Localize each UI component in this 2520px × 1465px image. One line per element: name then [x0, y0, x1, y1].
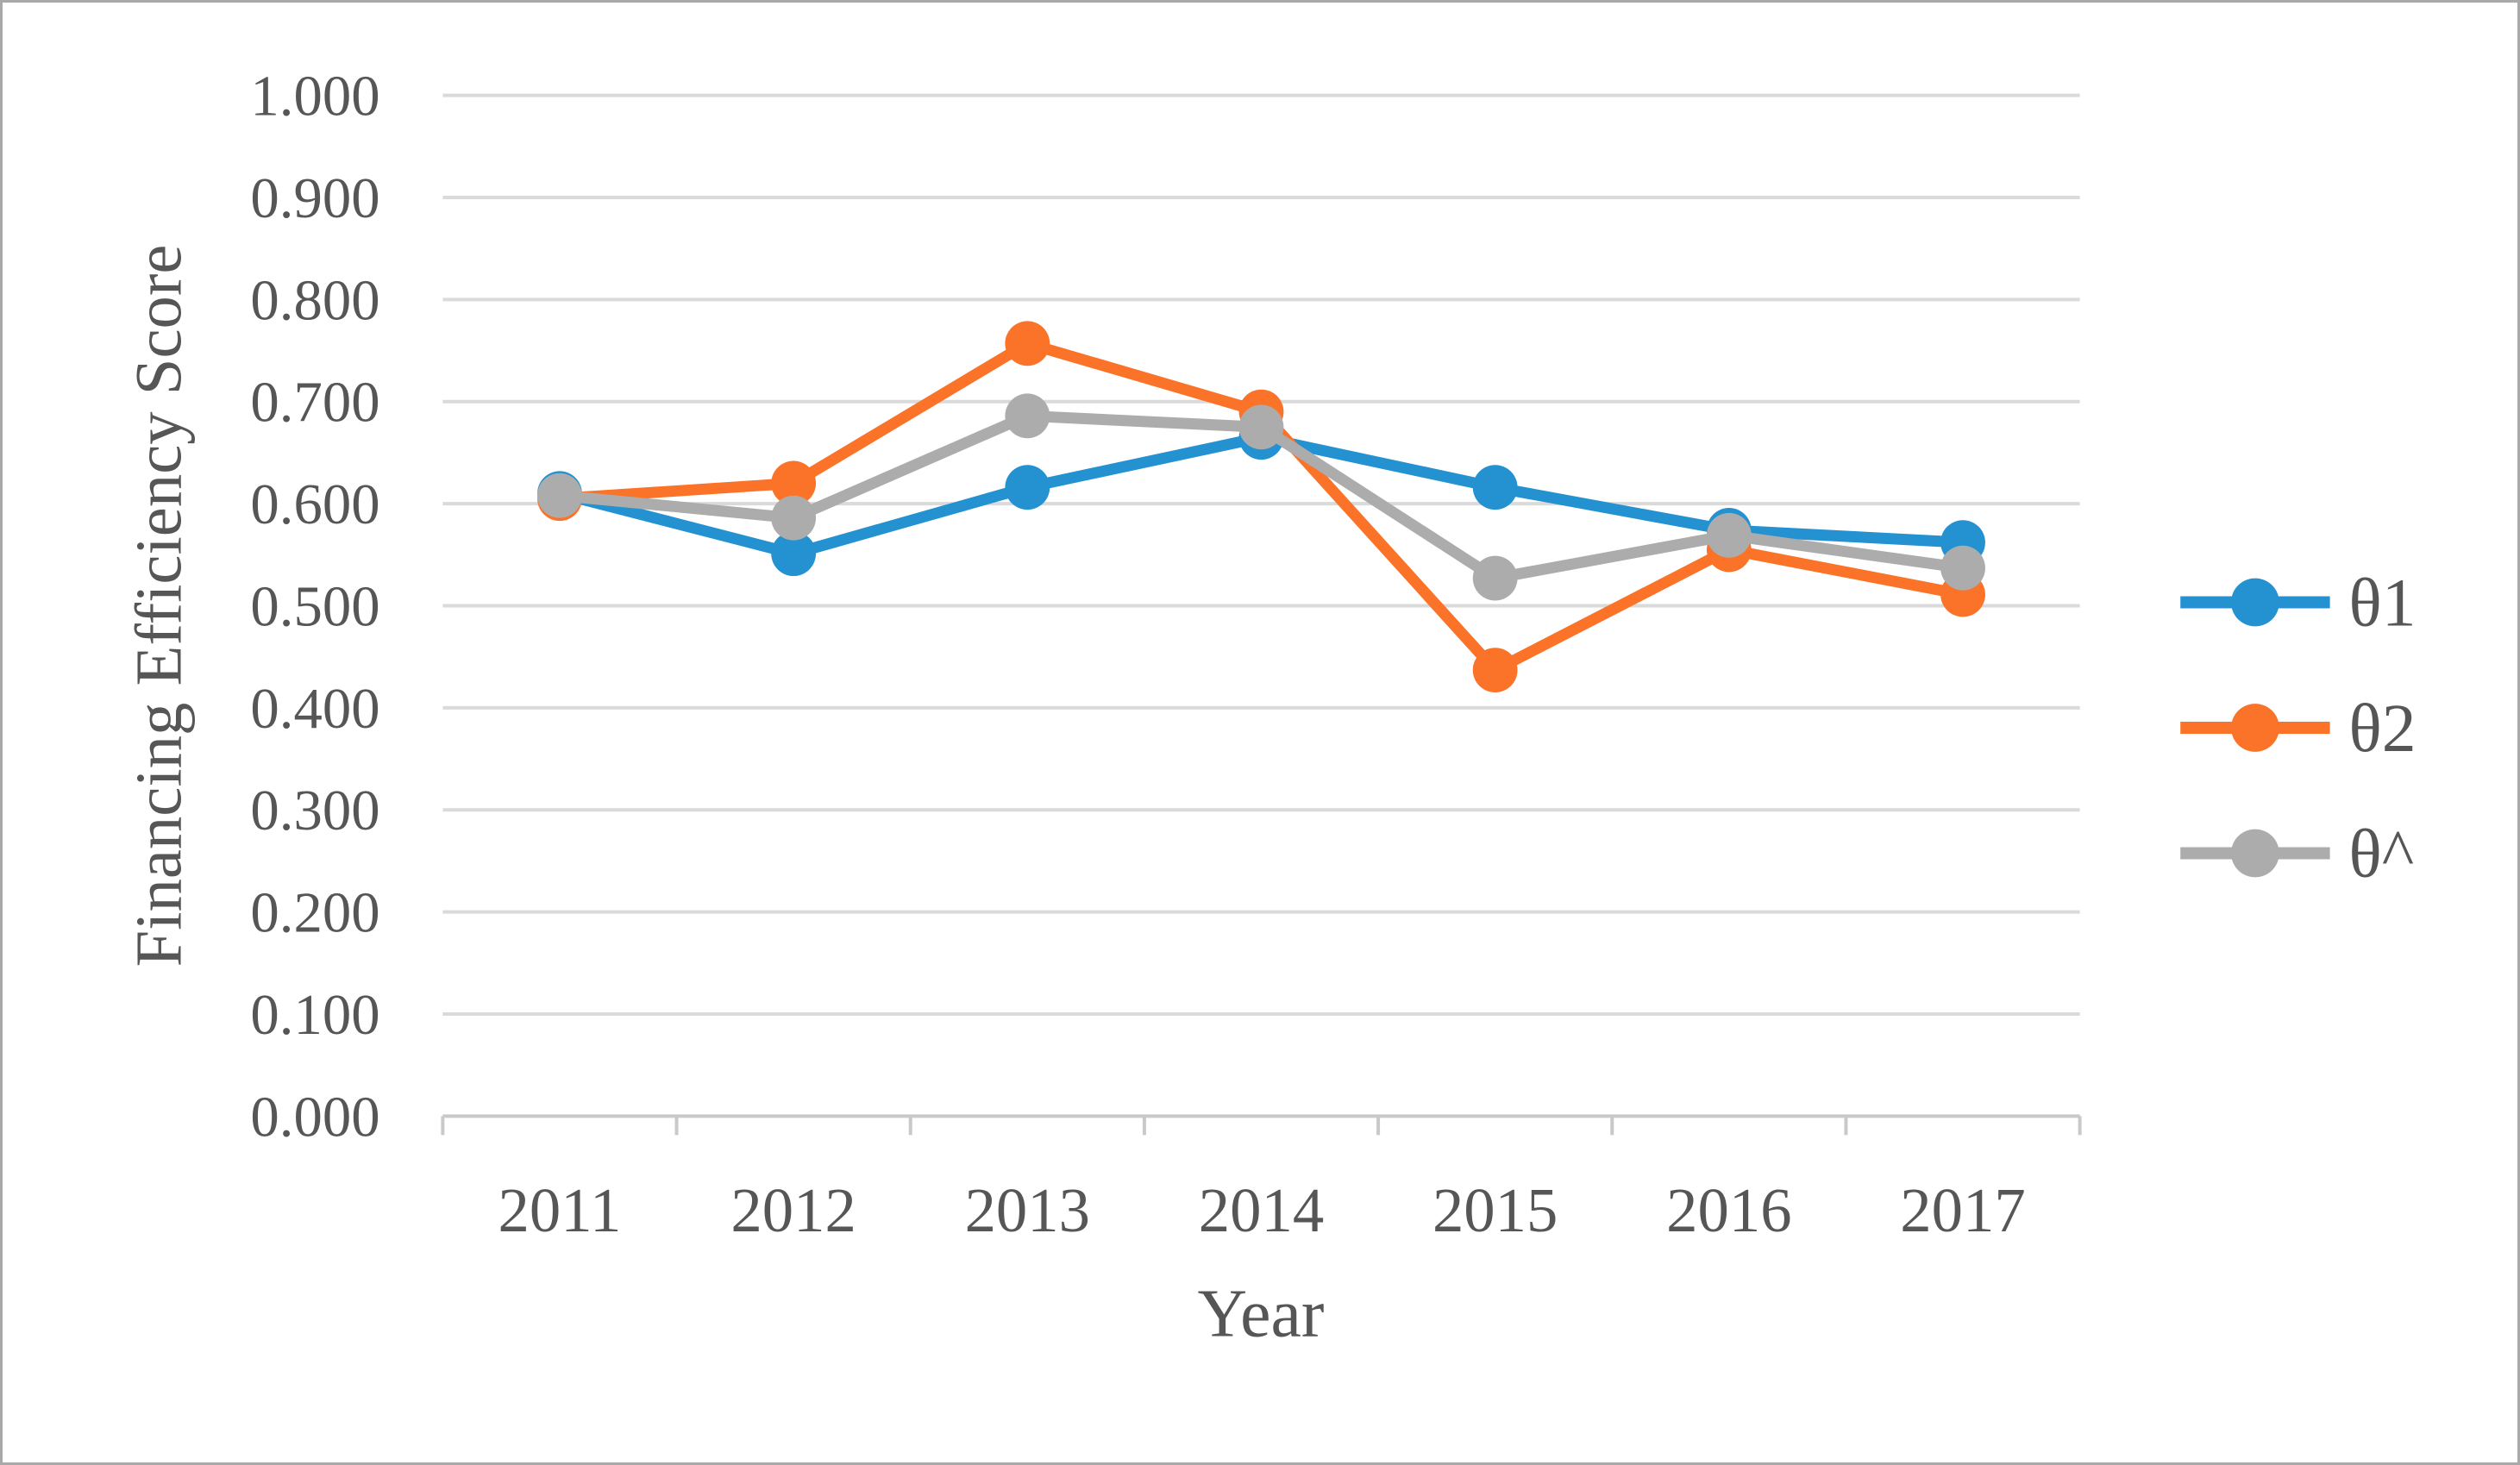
- legend-dot-icon: [2231, 704, 2279, 752]
- legend-dot-icon: [2231, 829, 2279, 878]
- y-axis-tick-labels: 0.000 0.100 0.200 0.300 0.400 0.500 0.600 0.700…: [250, 66, 379, 1149]
- legend-label: θ1: [2349, 565, 2417, 641]
- x-tick-label: 2012: [730, 1175, 856, 1245]
- y-tick-label: 0.600: [250, 473, 379, 536]
- y-tick-label: 0.700: [250, 372, 379, 435]
- y-axis-title: Financing Efficiency Score: [122, 245, 195, 967]
- x-tick-label: 2017: [1900, 1175, 2025, 1245]
- data-point-theta2: [771, 460, 817, 506]
- data-point-theta-hat: [1940, 545, 1985, 591]
- y-tick-label: 0.200: [250, 882, 379, 945]
- x-axis-title: Year: [1198, 1276, 1325, 1352]
- x-axis-tick-labels: 2011 2012 2013 2014 2015 2016 2017: [498, 1175, 2026, 1245]
- legend-item-theta1: θ1: [2180, 565, 2417, 641]
- data-point-theta-hat: [1005, 393, 1050, 439]
- x-tick-label: 2015: [1432, 1175, 1558, 1245]
- y-tick-label: 0.900: [250, 167, 379, 230]
- data-point-theta-hat: [1706, 512, 1752, 558]
- gridlines: [442, 93, 2080, 1017]
- data-point-theta2: [1472, 648, 1518, 693]
- y-tick-label: 0.100: [250, 984, 379, 1047]
- data-point-theta1: [1005, 465, 1050, 510]
- data-point-theta-hat: [1472, 555, 1518, 601]
- x-axis: [441, 1114, 2082, 1136]
- legend-label: θ2: [2349, 691, 2417, 767]
- series-theta-hat: [537, 393, 1985, 601]
- financing-efficiency-line-chart: 0.000 0.100 0.200 0.300 0.400 0.500 0.600 0.700…: [122, 66, 2417, 1352]
- y-tick-label: 0.800: [250, 269, 379, 332]
- y-tick-label: 0.500: [250, 575, 379, 638]
- x-tick-label: 2014: [1199, 1175, 1324, 1245]
- data-point-theta1: [1472, 465, 1518, 510]
- legend-dot-icon: [2231, 578, 2279, 627]
- x-tick-label: 2016: [1666, 1175, 1791, 1245]
- legend: θ1 θ2 θ^: [2180, 565, 2417, 892]
- data-point-theta-hat: [537, 473, 582, 518]
- series-theta2: [537, 321, 1985, 693]
- data-point-theta-hat: [1238, 404, 1284, 450]
- plot-series: [537, 321, 1985, 693]
- y-tick-label: 0.300: [250, 779, 379, 842]
- legend-item-theta2: θ2: [2180, 691, 2417, 767]
- data-point-theta1: [771, 531, 817, 577]
- y-tick-label: 1.000: [250, 66, 379, 128]
- y-tick-label: 0.000: [250, 1086, 379, 1149]
- data-point-theta-hat: [771, 495, 817, 541]
- x-tick-label: 2013: [965, 1175, 1090, 1245]
- x-tick-label: 2011: [498, 1175, 622, 1245]
- data-point-theta2: [1005, 321, 1050, 366]
- legend-label: θ^: [2349, 816, 2415, 892]
- y-tick-label: 0.400: [250, 678, 379, 741]
- legend-item-theta-hat: θ^: [2180, 816, 2414, 892]
